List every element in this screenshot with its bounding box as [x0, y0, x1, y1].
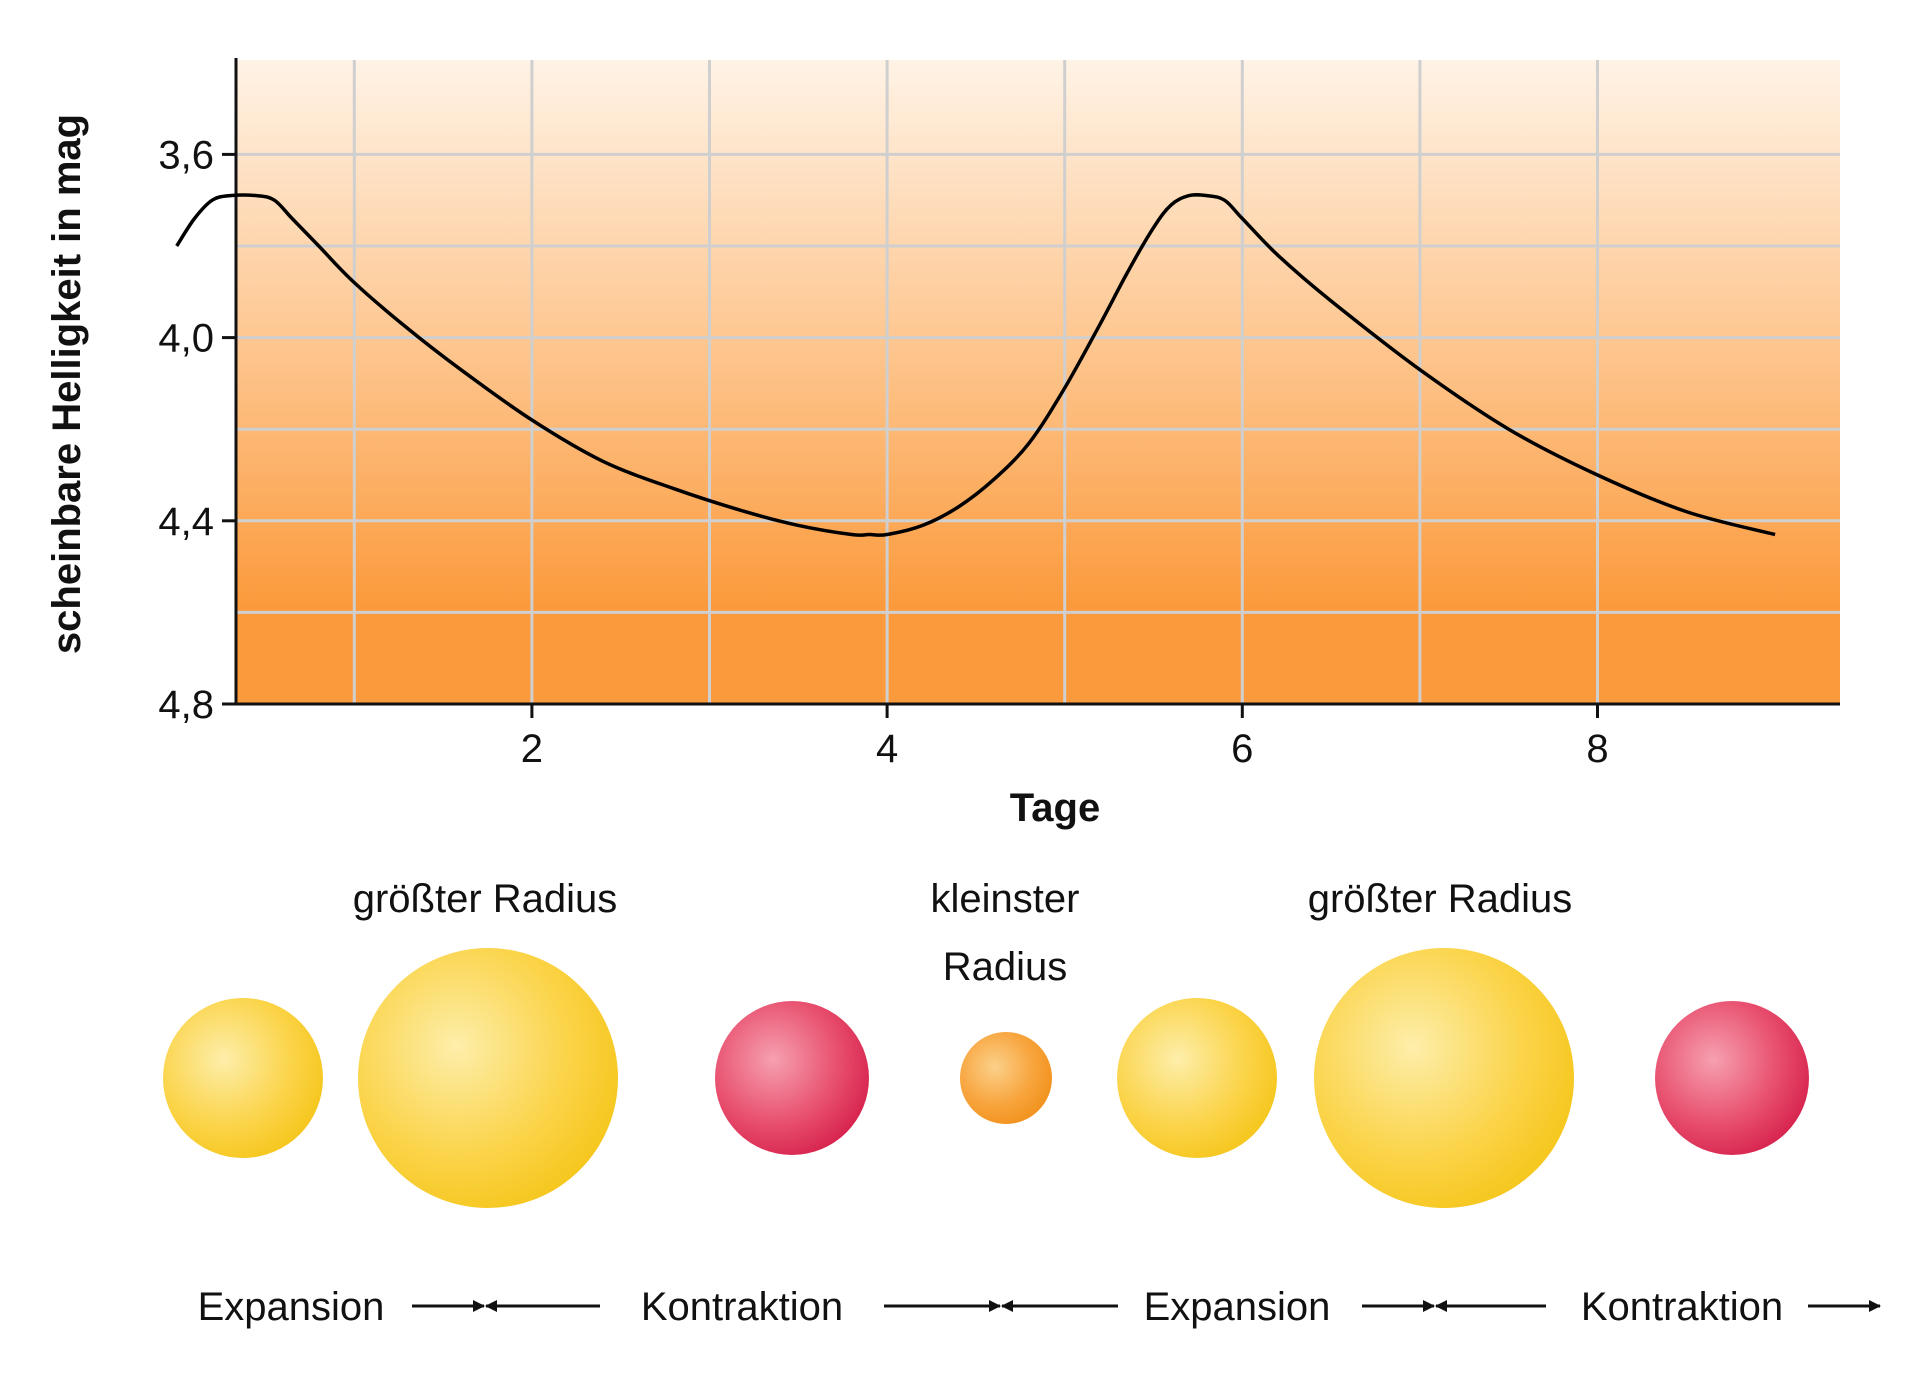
motion-label-kontraktion: Kontraktion: [641, 1285, 843, 1329]
ticks: 2 4 6 8 3,6 4,0 4,4 4,8: [158, 133, 1608, 771]
motion-label-expansion: Expansion: [1144, 1285, 1331, 1329]
y-tick-label: 3,6: [158, 133, 214, 177]
plot-background: [236, 60, 1840, 704]
phase-label-min: Radius: [943, 945, 1068, 989]
star-red-medium: [715, 1001, 869, 1155]
y-axis-label: scheinbare Helligkeit in mag: [45, 114, 89, 654]
x-tick-label: 8: [1586, 727, 1608, 771]
phase-label-max2: größter Radius: [1308, 877, 1573, 921]
star-yellow-medium: [1117, 998, 1277, 1158]
x-tick-label: 2: [521, 727, 543, 771]
x-axis-label: Tage: [1010, 786, 1100, 830]
brightness-curve: [175, 193, 1776, 537]
star-yellow-medium: [163, 998, 323, 1158]
stars: [163, 948, 1809, 1208]
grid: [236, 60, 1840, 704]
star-yellow-largest: [358, 948, 618, 1208]
star-red-medium: [1655, 1001, 1809, 1155]
motion-label-expansion: Expansion: [198, 1285, 385, 1329]
phase-label-min: kleinster: [931, 877, 1080, 921]
x-tick-label: 4: [876, 727, 898, 771]
y-tick-label: 4,4: [158, 500, 214, 544]
phase-labels: größter Radius kleinster Radius größter Rad…: [353, 877, 1573, 989]
x-tick-label: 6: [1231, 727, 1253, 771]
motion-label-kontraktion: Kontraktion: [1581, 1285, 1783, 1329]
phase-label-max1: größter Radius: [353, 877, 618, 921]
star-yellow-largest: [1314, 948, 1574, 1208]
y-tick-label: 4,0: [158, 317, 214, 361]
y-tick-label: 4,8: [158, 683, 214, 727]
motion-row: Expansion Kontraktion Expansion Kontraktion: [198, 1285, 1881, 1329]
star-orange-smallest: [960, 1032, 1052, 1124]
